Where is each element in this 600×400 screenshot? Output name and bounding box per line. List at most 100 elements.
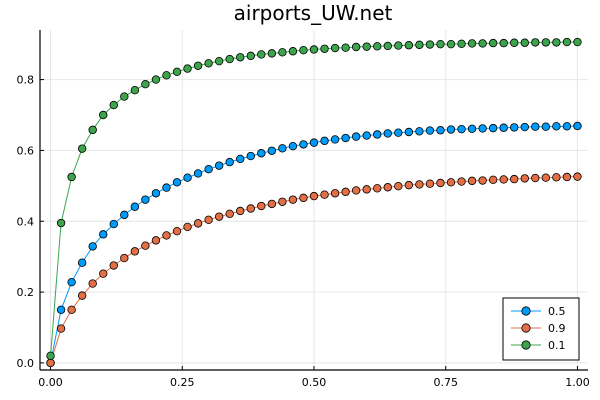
data-point (573, 121, 582, 131)
legend: 0.5 0.9 0.1 (502, 297, 580, 361)
data-point (404, 41, 414, 50)
data-point (330, 189, 340, 198)
data-point (183, 64, 192, 73)
data-point (488, 175, 498, 185)
data-point (193, 61, 203, 70)
data-point (299, 45, 308, 55)
data-point (394, 41, 403, 50)
data-point (351, 42, 361, 52)
data-point (552, 122, 561, 131)
data-point (56, 305, 66, 314)
x-tick-label: 0.25 (170, 376, 195, 389)
data-point (183, 222, 192, 232)
legend-marker (521, 323, 531, 333)
data-point (225, 157, 234, 167)
data-point (120, 92, 129, 101)
data-point (373, 42, 382, 51)
data-point (77, 258, 87, 267)
data-point (162, 71, 171, 80)
data-point (320, 44, 329, 53)
x-tick-label: 0.50 (302, 376, 327, 389)
data-point (246, 204, 255, 213)
data-point (193, 169, 203, 178)
data-point (67, 277, 76, 287)
data-point (552, 173, 561, 182)
data-point (309, 138, 319, 147)
data-point (351, 132, 361, 141)
data-point (562, 37, 572, 47)
legend-label: 0.9 (548, 322, 566, 335)
data-point (88, 125, 97, 135)
data-point (288, 195, 298, 204)
data-point (552, 38, 561, 47)
data-point (446, 39, 456, 49)
data-point (446, 178, 456, 187)
y-tick-label: 0.8 (17, 74, 35, 87)
legend-marker (521, 306, 531, 316)
x-tick-label: 0.75 (433, 376, 458, 389)
data-point (172, 178, 182, 187)
data-point (467, 39, 477, 48)
data-point (172, 226, 182, 236)
data-point (394, 181, 403, 191)
data-point (236, 206, 245, 216)
data-point (404, 180, 414, 190)
data-point (562, 172, 572, 182)
data-point (573, 172, 582, 181)
data-point (320, 136, 329, 146)
data-point (120, 210, 129, 220)
data-point (383, 129, 392, 138)
data-point (373, 130, 382, 139)
data-point (162, 183, 171, 192)
data-point (309, 191, 319, 201)
data-point (257, 50, 266, 59)
data-point (267, 146, 277, 155)
data-point (278, 197, 287, 206)
series-group (46, 37, 582, 368)
data-point (299, 193, 308, 203)
legend-marker (521, 340, 531, 350)
data-point (457, 177, 466, 186)
data-point (436, 39, 445, 49)
data-point (141, 79, 150, 89)
data-point (488, 38, 498, 48)
data-point (109, 219, 118, 229)
data-point (531, 38, 540, 47)
data-point (531, 173, 540, 183)
data-point (341, 133, 350, 143)
data-point (425, 126, 435, 135)
data-point (183, 173, 192, 182)
data-point (478, 39, 487, 48)
data-point (109, 100, 118, 110)
data-point (151, 236, 161, 245)
data-point (109, 261, 118, 270)
data-point (488, 123, 498, 133)
data-point (130, 202, 140, 211)
data-point (541, 38, 551, 47)
series-0.9 (46, 172, 582, 368)
data-point (478, 176, 487, 185)
data-point (151, 75, 161, 84)
data-point (362, 42, 371, 51)
data-point (46, 358, 55, 368)
data-point (499, 123, 508, 132)
data-point (415, 180, 424, 189)
data-point (499, 38, 508, 48)
data-point (425, 40, 435, 49)
data-point (225, 54, 234, 64)
data-point (330, 135, 340, 144)
data-point (99, 110, 108, 120)
data-point (510, 38, 519, 47)
data-point (373, 184, 382, 193)
data-point (204, 215, 213, 225)
y-tick-label: 0.4 (17, 215, 35, 228)
data-point (299, 140, 308, 149)
data-point (457, 39, 466, 49)
data-point (341, 187, 350, 197)
data-point (541, 122, 551, 131)
data-point (499, 175, 508, 184)
data-point (120, 253, 129, 263)
data-point (510, 174, 519, 184)
data-point (341, 43, 350, 52)
data-point (151, 189, 161, 198)
